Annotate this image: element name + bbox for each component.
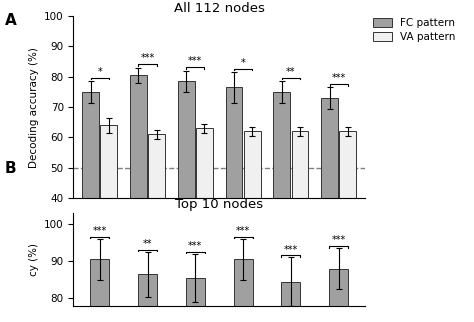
Text: ***: *** (188, 241, 202, 251)
Bar (186, 278, 205, 322)
Bar (130, 75, 147, 319)
Text: *: * (97, 67, 102, 77)
Bar (90, 259, 109, 322)
Bar (244, 131, 261, 319)
Bar (282, 282, 301, 322)
Title: Top 10 nodes: Top 10 nodes (175, 198, 263, 211)
Bar (100, 125, 117, 319)
Y-axis label: Decoding accuracy (%): Decoding accuracy (%) (28, 47, 38, 167)
Bar (321, 98, 338, 319)
Bar (226, 87, 242, 319)
Bar (196, 128, 213, 319)
Text: ***: *** (92, 226, 107, 236)
Legend: FC pattern, VA pattern: FC pattern, VA pattern (373, 18, 456, 42)
Text: **: ** (286, 67, 296, 77)
Bar (273, 92, 290, 319)
Text: *: * (241, 58, 246, 68)
Text: A: A (5, 13, 17, 28)
Bar (339, 131, 356, 319)
Bar (148, 134, 165, 319)
Text: ***: *** (236, 226, 250, 236)
Text: ***: *** (332, 235, 346, 245)
Title: All 112 nodes: All 112 nodes (174, 2, 264, 15)
Bar (178, 81, 195, 319)
Text: ***: *** (188, 56, 202, 66)
Text: **: ** (143, 239, 152, 249)
Text: ***: *** (284, 245, 298, 255)
Text: ***: *** (140, 53, 155, 63)
Bar (292, 131, 309, 319)
Bar (234, 259, 253, 322)
Bar (138, 274, 157, 322)
Bar (329, 269, 348, 322)
Bar (82, 92, 99, 319)
Y-axis label: cy (%): cy (%) (28, 243, 38, 276)
Text: ***: *** (332, 73, 346, 83)
Text: B: B (5, 161, 17, 176)
